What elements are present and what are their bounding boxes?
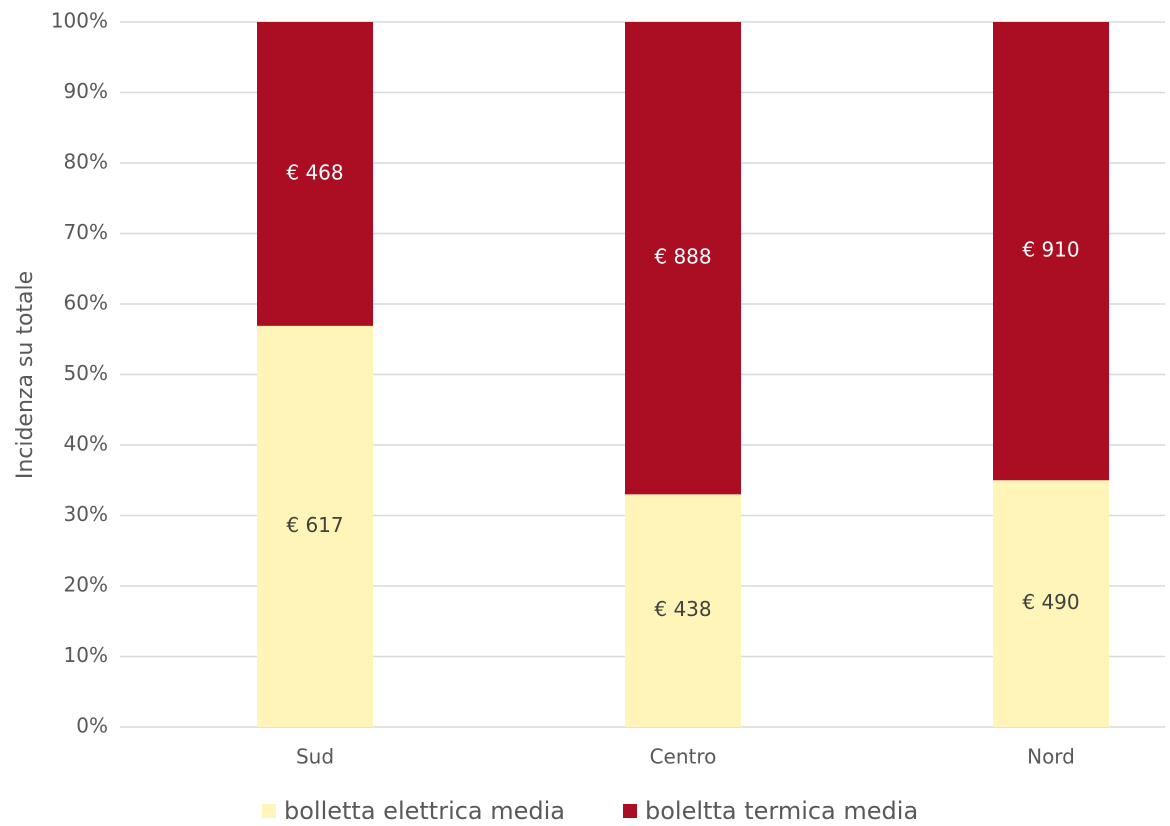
y-tick-label: 100%: [51, 9, 108, 33]
y-tick-label: 80%: [64, 150, 108, 174]
y-tick-label: 70%: [64, 220, 108, 244]
bar-segment: [257, 325, 373, 727]
y-tick-label: 40%: [64, 432, 108, 456]
y-axis-title: Incidenza su totale: [13, 271, 38, 479]
bar-segment: [993, 480, 1109, 727]
bar-segment: [625, 494, 741, 727]
y-tick-label: 20%: [64, 573, 108, 597]
x-tick-label: Sud: [296, 745, 334, 769]
data-label: € 468: [286, 160, 343, 184]
legend-label: boleltta termica media: [645, 797, 918, 825]
x-tick-label: Nord: [1027, 745, 1075, 769]
y-tick-label: 90%: [64, 79, 108, 103]
y-tick-label: 50%: [64, 361, 108, 385]
bar-segment: [993, 22, 1109, 481]
data-label: € 910: [1022, 238, 1079, 262]
data-label: € 438: [654, 597, 711, 621]
y-tick-label: 30%: [64, 502, 108, 526]
y-tick-label: 60%: [64, 291, 108, 315]
data-label: € 490: [1022, 590, 1079, 614]
legend-label: bolletta elettrica media: [284, 797, 565, 825]
data-label: € 617: [286, 513, 343, 537]
y-tick-label: 0%: [76, 714, 108, 738]
legend-swatch: [623, 804, 638, 818]
bar-segment: [625, 22, 741, 495]
x-tick-label: Centro: [650, 745, 717, 769]
bar-segment: [257, 22, 373, 326]
y-tick-label: 10%: [64, 643, 108, 667]
data-label: € 888: [654, 245, 711, 269]
legend-swatch: [262, 804, 276, 818]
